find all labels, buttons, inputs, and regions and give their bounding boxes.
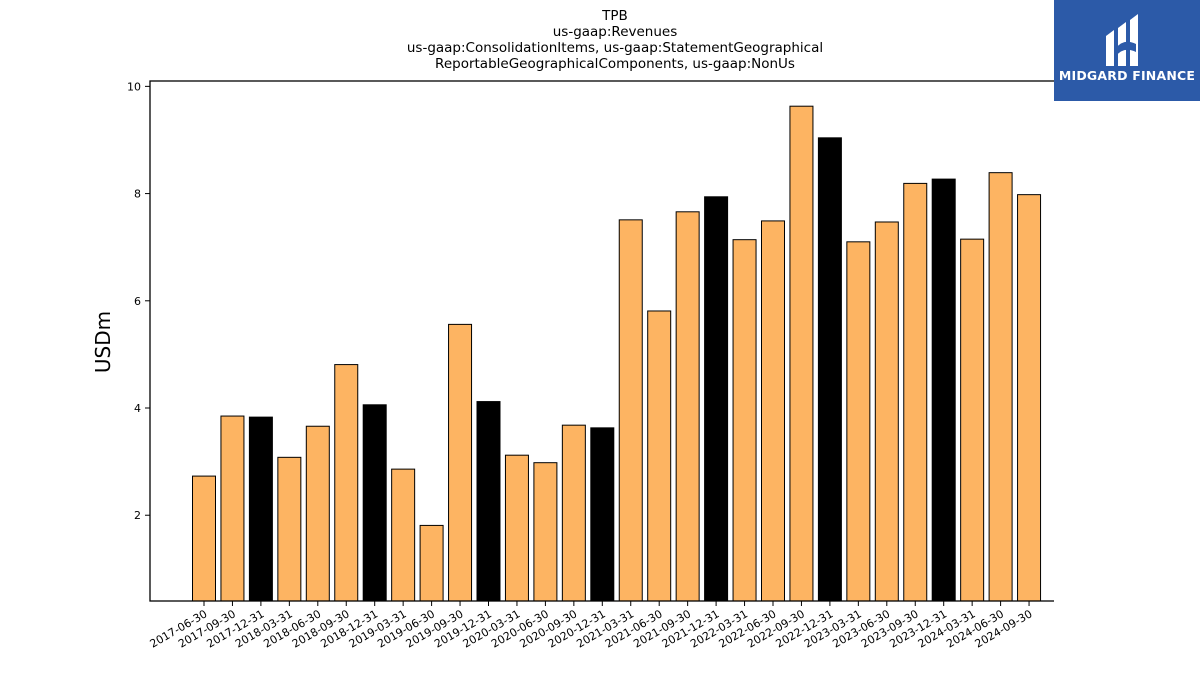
- bar: [362, 404, 387, 602]
- bar: [504, 454, 529, 602]
- bar: [618, 219, 643, 602]
- bar: [391, 468, 416, 602]
- title-line: TPB: [601, 8, 628, 24]
- bar: [761, 220, 785, 602]
- x-axis: 2017-06-302017-09-302017-12-312018-03-31…: [148, 601, 1035, 651]
- y-tick-label: 4: [134, 402, 141, 415]
- bar: [220, 415, 245, 602]
- y-tick-label: 6: [134, 295, 141, 308]
- bar: [704, 196, 729, 602]
- bar: [248, 416, 273, 602]
- y-tick-label: 8: [134, 188, 141, 201]
- bar-chart: TPBus-gaap:Revenuesus-gaap:Consolidation…: [91, 8, 1054, 651]
- bar: [419, 524, 444, 602]
- bar: [903, 182, 928, 602]
- bar: [789, 105, 814, 602]
- bar: [476, 401, 501, 602]
- bar: [561, 424, 586, 602]
- bar: [817, 137, 842, 602]
- bar: [448, 323, 473, 602]
- bar: [277, 456, 302, 602]
- title-line: us-gaap:ConsolidationItems, us-gaap:Stat…: [407, 40, 823, 56]
- title-line: us-gaap:Revenues: [553, 24, 678, 40]
- bar: [305, 425, 330, 602]
- title-line: ReportableGeographicalComponents, us-gaa…: [435, 56, 795, 72]
- y-axis: 2 4 6 8 10: [127, 80, 150, 522]
- bar: [647, 310, 672, 602]
- bar: [675, 211, 700, 602]
- y-axis-label: USDm: [91, 311, 115, 373]
- midgard-logo-icon: [1106, 14, 1138, 66]
- y-tick-label: 10: [127, 80, 141, 93]
- bar: [874, 221, 899, 602]
- chart-title: TPBus-gaap:Revenuesus-gaap:Consolidation…: [407, 8, 823, 72]
- y-tick-label: 2: [134, 509, 141, 522]
- bar: [960, 238, 985, 602]
- bar: [988, 172, 1013, 602]
- plot-frame: [149, 80, 1054, 602]
- bar: [846, 241, 871, 602]
- bar: [1017, 194, 1042, 602]
- bar: [192, 475, 216, 602]
- logo-wordmark: MIDGARD FINANCE: [1058, 68, 1196, 83]
- bars: [192, 105, 1042, 602]
- bar: [590, 427, 615, 602]
- bar: [533, 462, 558, 602]
- bar: [732, 239, 757, 602]
- bar: [334, 364, 359, 602]
- brand-logo: MIDGARD FINANCE: [1054, 0, 1200, 101]
- bar: [931, 178, 956, 602]
